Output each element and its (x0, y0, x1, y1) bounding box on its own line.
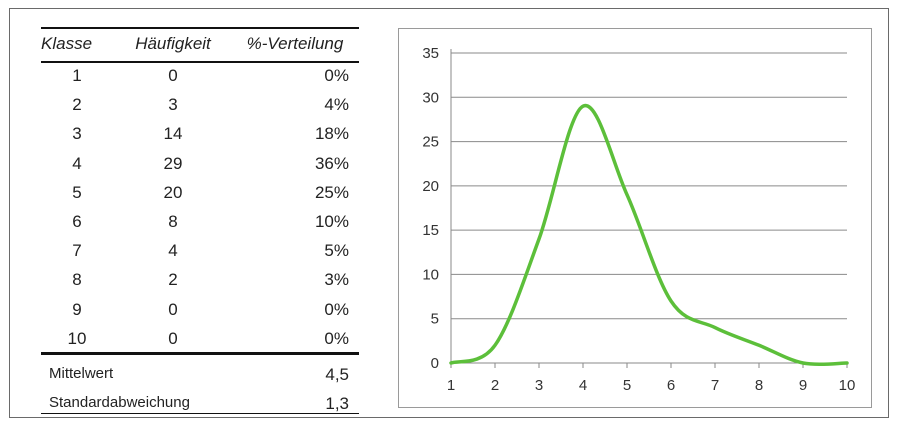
y-tick-label: 30 (422, 89, 439, 106)
table-stat-row: Mittelwert 4,5 (41, 365, 359, 389)
table-cell: 8 (168, 212, 178, 231)
table-cell: 36% (314, 153, 349, 173)
table-cell: 0 (168, 328, 178, 348)
table-cell: 4 (168, 241, 178, 261)
y-tick-label: 10 (422, 266, 439, 283)
table-cell: 20 (163, 182, 183, 202)
table-header-cell: Häufigkeit (135, 34, 211, 53)
table-header-rule (41, 61, 359, 63)
table-cell: 0 (168, 299, 178, 319)
table-cell: 1 (72, 66, 82, 85)
table-cell: 10% (314, 212, 349, 231)
x-tick-label: 1 (447, 377, 455, 394)
table-cell: 18% (314, 124, 349, 144)
table-cell: 3% (324, 270, 349, 290)
table-cell: 2 (168, 270, 178, 290)
table-cell: 6 (72, 212, 82, 231)
y-tick-label: 15 (422, 222, 439, 239)
stat-label: Mittelwert (49, 365, 114, 382)
stat-label: Standardabweichung (49, 394, 190, 411)
table-row: 3 14 18% (41, 124, 359, 148)
stat-value: 1,3 (325, 394, 349, 413)
table-row: 9 0 0% (41, 300, 359, 324)
table-cell: 5 (72, 182, 82, 202)
table-header-cell: Klasse (41, 34, 93, 53)
table-cell: 9 (72, 299, 82, 319)
table-cell: 4% (324, 95, 349, 115)
stat-value: 4,5 (325, 365, 349, 384)
table-header-row: Klasse Häufigkeit %-Verteilung (41, 34, 359, 58)
table-row: 4 29 36% (41, 154, 359, 178)
x-tick-label: 7 (711, 377, 719, 394)
x-tick-label: 4 (579, 377, 587, 394)
table-cell: 25% (314, 182, 349, 202)
table-cell: 14 (163, 124, 183, 144)
table-row: 6 8 10% (41, 212, 359, 236)
table-cell: 0% (324, 66, 349, 85)
y-tick-label: 5 (431, 311, 439, 328)
table-row: 10 0 0% (41, 329, 359, 353)
table-cell: 0% (324, 299, 349, 319)
series-line (449, 104, 849, 367)
table-row: 8 2 3% (41, 270, 359, 294)
x-tick-label: 3 (535, 377, 543, 394)
table-header-cell: %-Verteilung (246, 34, 344, 53)
table-cell: 29 (163, 153, 183, 173)
table-cell: 7 (72, 241, 82, 261)
table-cell: 3 (168, 95, 178, 115)
table-summary-rule (41, 352, 359, 355)
table-top-rule (41, 27, 359, 29)
frequency-chart: 0 5 10 15 20 25 30 35 1 2 3 4 5 6 7 8 9 10 (398, 28, 872, 408)
table-cell: 5% (324, 241, 349, 261)
x-tick-label: 8 (755, 377, 763, 394)
chart-svg: 0 5 10 15 20 25 30 35 1 2 3 4 5 6 7 8 9 10 (422, 45, 856, 394)
y-tick-label: 0 (431, 355, 439, 372)
table-cell: 8 (72, 270, 82, 290)
x-tick-label: 6 (667, 377, 675, 394)
table-stat-row: Standardabweichung 1,3 (41, 394, 359, 418)
table-row: 5 20 25% (41, 183, 359, 207)
table-cell: 10 (67, 328, 87, 348)
x-tick-label: 5 (623, 377, 631, 394)
x-tick-label: 9 (799, 377, 807, 394)
table-row: 7 4 5% (41, 241, 359, 265)
x-tick-label: 10 (839, 377, 856, 394)
table-bottom-rule (41, 413, 359, 414)
table-row: 1 0 0% (41, 66, 359, 90)
table-cell: 4 (72, 153, 82, 173)
table-row: 2 3 4% (41, 95, 359, 119)
table-cell: 2 (72, 95, 82, 115)
y-tick-label: 25 (422, 134, 439, 151)
x-tick-label: 2 (491, 377, 499, 394)
y-tick-label: 20 (422, 178, 439, 195)
table-cell: 0% (324, 328, 349, 348)
table-cell: 0 (168, 66, 178, 85)
table-cell: 3 (72, 124, 82, 144)
y-tick-label: 35 (422, 45, 439, 62)
